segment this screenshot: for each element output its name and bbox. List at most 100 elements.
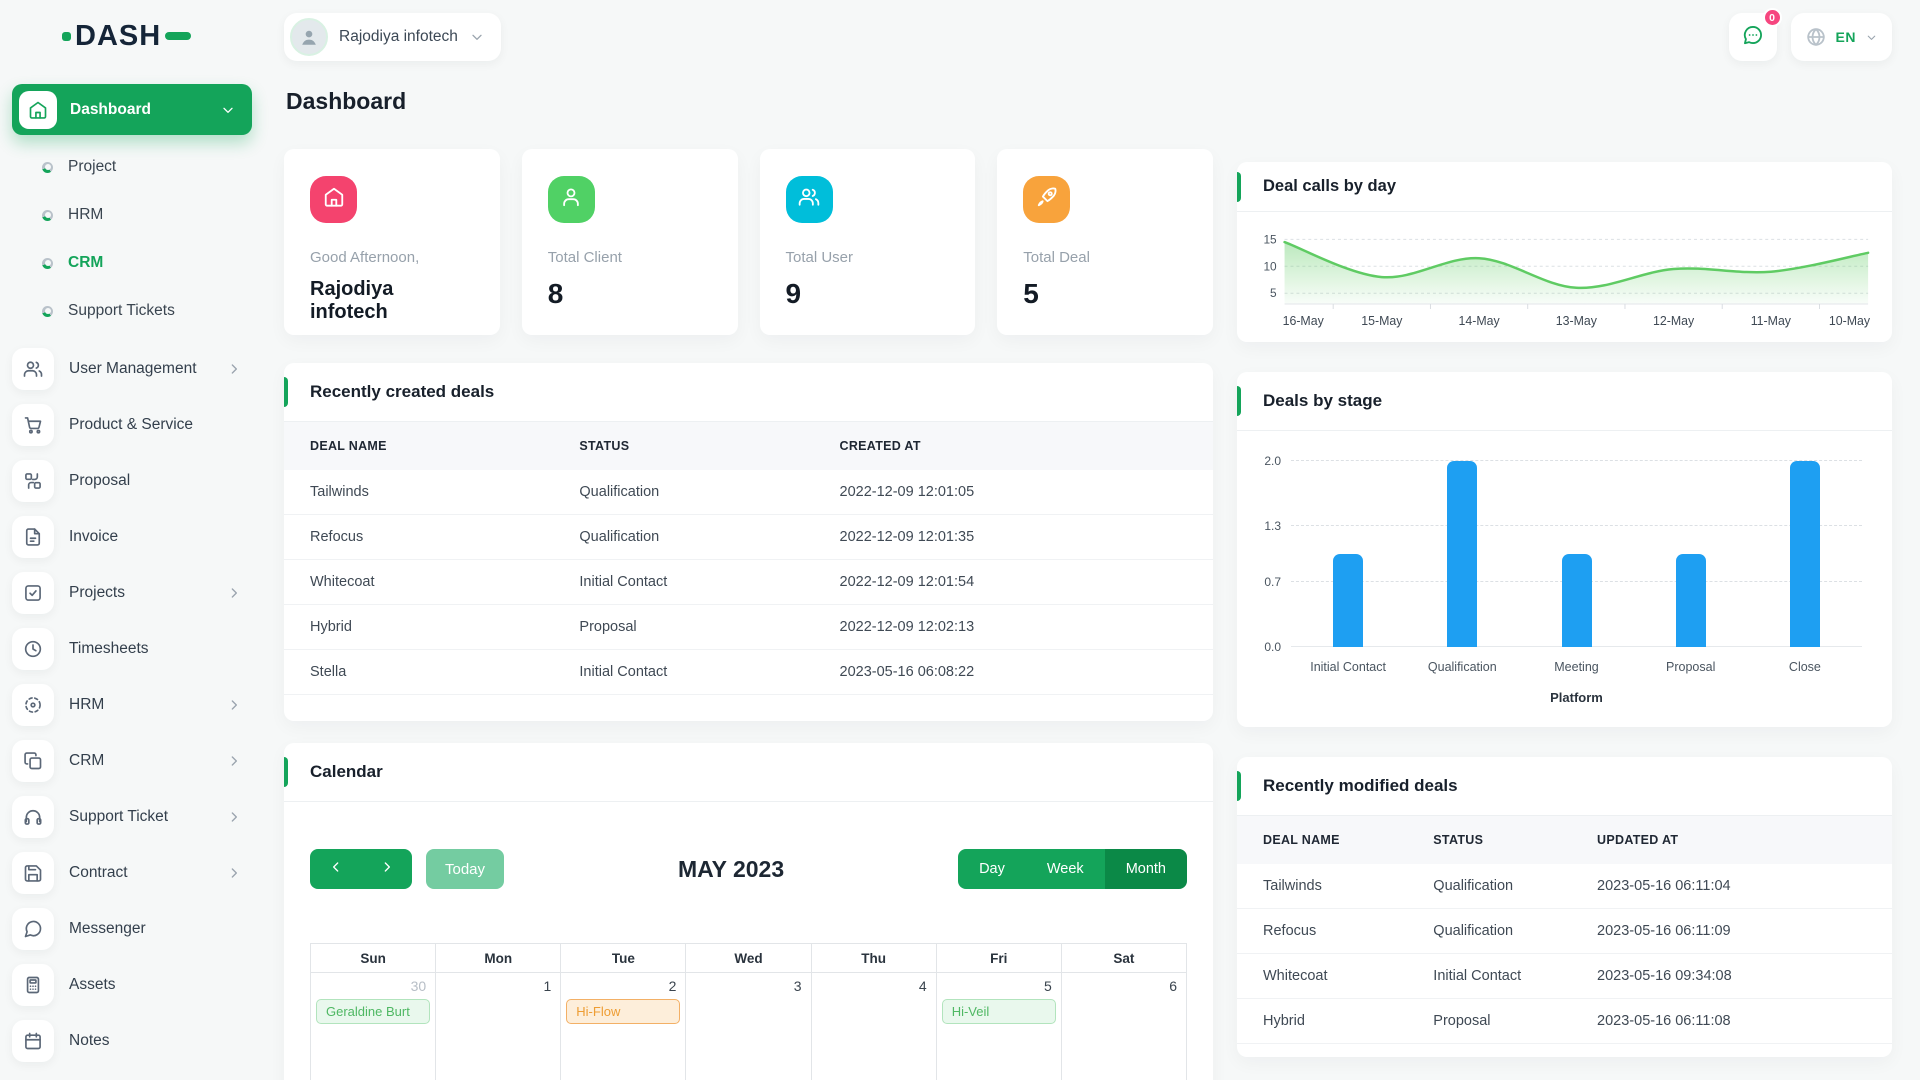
table-cell: 2023-05-16 06:11:08 [1571,998,1892,1044]
sidebar-item-product-service[interactable]: Product & Service [12,397,252,453]
stat-value: 9 [785,278,802,309]
bar-slot [1405,457,1519,647]
sidebar-item-label: Contract [69,864,128,881]
recently-modified-deals-card: Recently modified deals DEAL NAME STATUS U… [1237,757,1892,1057]
brand-logo[interactable]: DASH [62,14,252,58]
globe-icon [1805,26,1827,48]
day-number: 30 [410,978,427,994]
card-header: Recently modified deals [1237,757,1892,816]
weekday-header-fri: Fri [935,943,1062,973]
calendar-week-row: 30 Geraldine Burt 1 2 Hi-Flow 3 4 5 Hi-Veil 6 [309,972,1188,1080]
sidebar-subitem-label: CRM [68,254,104,271]
card-title: Recently created deals [310,382,495,401]
day-number: 3 [793,978,802,994]
bar [1447,460,1478,647]
users-icon [12,348,54,390]
sidebar-subitem-hrm[interactable]: HRM [12,191,252,239]
calendar-event-geraldine-burt[interactable]: Geraldine Burt [316,999,431,1024]
table-cell: Initial Contact [1407,953,1572,999]
bar-slot [1748,457,1862,647]
table-cell: Proposal [553,604,814,650]
sidebar-item-projects[interactable]: Projects [12,565,252,621]
table-row: Stella Initial Contact 2023-05-16 06:08:22 [284,649,1213,695]
calendar-today-button[interactable]: Today [426,849,505,889]
calendar-next-button[interactable] [361,849,412,889]
stat-card-total-client: Total Client 8 [521,149,738,335]
card-header: Deals by stage [1237,372,1892,431]
sidebar-item-invoice[interactable]: Invoice [12,509,252,565]
calendar-view-week-button[interactable]: Week [1025,849,1105,889]
sidebar-subitem-support-tickets[interactable]: Support Tickets [12,287,252,335]
day-number: 1 [543,978,552,994]
sidebar-item-dashboard[interactable]: Dashboard [12,84,252,135]
table-cell: Whitecoat [284,559,554,605]
calendar-day-cell[interactable]: 6 [1060,972,1188,1080]
messages-button[interactable]: 0 [1728,8,1782,61]
svg-text:13-May: 13-May [1556,314,1598,328]
table-cell: Tailwinds [1237,864,1408,909]
calendar-day-cell[interactable]: 2 Hi-Flow [560,972,687,1080]
bar-plot-area: 2.0 1.3 0.7 0.0 [1264,454,1862,654]
calendar-view-month-button[interactable]: Month [1104,849,1187,889]
logo-dot-accent [62,31,71,41]
card-header: Recently created deals [284,363,1213,422]
stat-card-good-afternoon: Good Afternoon, Rajodiya infotech [284,149,500,335]
calendar-event-hi-veil[interactable]: Hi-Veil [941,999,1056,1024]
svg-text:15-May: 15-May [1361,314,1403,328]
language-selector[interactable]: EN [1790,13,1892,61]
chevron-right-icon [226,865,242,881]
table-row: Refocus Qualification 2022-12-09 12:01:35 [284,514,1213,560]
stat-value: 5 [1023,278,1039,309]
calendar-day-cell[interactable]: 3 [685,972,812,1080]
table-cell: 2023-05-16 06:11:04 [1571,864,1892,909]
table-cell: 2022-12-09 12:01:05 [813,470,1213,515]
bullet-icon [42,257,53,269]
sidebar-subitem-crm[interactable]: CRM [12,239,252,287]
calendar-day-cell[interactable]: 5 Hi-Veil [935,972,1062,1080]
language-code: EN [1835,29,1856,45]
sidebar-item-crm[interactable]: CRM [12,733,252,789]
sidebar-item-proposal[interactable]: Proposal [12,453,252,509]
x-axis-category-label: Qualification [1427,660,1497,674]
calendar-day-cell[interactable]: 30 Geraldine Burt [309,972,437,1080]
stat-label: Total Client [547,249,622,266]
clock-icon [12,628,54,670]
sidebar-item-messenger[interactable]: Messenger [12,901,252,957]
sidebar-subitem-project[interactable]: Project [12,143,252,191]
weekday-header-sun: Sun [309,943,437,973]
sidebar-item-contract[interactable]: Contract [12,845,252,901]
day-number: 5 [1044,978,1052,994]
sidebar-item-notes[interactable]: Notes [12,1013,252,1069]
sidebar-item-support-ticket[interactable]: Support Ticket [12,789,252,845]
calendar-prev-button[interactable] [310,849,361,889]
stat-value: Rajodiya infotech [310,278,394,323]
calendar-view-day-button[interactable]: Day [958,849,1026,889]
table-cell: 2022-12-09 12:01:54 [813,559,1213,605]
table-cell: Qualification [1407,908,1572,954]
sidebar-item-timesheets[interactable]: Timesheets [12,621,252,677]
calendar-day-cell[interactable]: 4 [810,972,937,1080]
calendar-body: Today MAY 2023 Day Week Month Sun Mon Tue Wed… [284,849,1213,1080]
day-number: 4 [918,978,927,994]
home-icon [310,176,357,223]
column-header-status: STATUS [1407,816,1572,864]
home-icon [19,90,57,129]
y-axis-tick-label: 0.7 [1264,574,1281,589]
sidebar-item-user-management[interactable]: User Management [12,341,252,397]
table-cell: Stella [284,649,554,695]
logo-dash-accent [165,32,192,40]
workspace-selector[interactable]: Rajodiya infotech [284,13,501,61]
table-cell: Proposal [1407,998,1572,1044]
notes-icon [12,1020,54,1062]
chat-icon [1742,24,1764,51]
sidebar-item-assets[interactable]: Assets [12,957,252,1013]
logo-text: DASH [75,19,162,52]
bar-category-labels: Initial Contact Qualification Meeting Propo… [1291,660,1862,674]
table-cell: Tailwinds [284,470,554,515]
cart-icon [12,404,54,446]
calendar-day-cell[interactable]: 1 [435,972,562,1080]
sidebar-item-hrm[interactable]: HRM [12,677,252,733]
chevron-right-icon [226,585,242,601]
bullet-icon [42,305,53,317]
calendar-event-hi-flow[interactable]: Hi-Flow [566,999,681,1024]
